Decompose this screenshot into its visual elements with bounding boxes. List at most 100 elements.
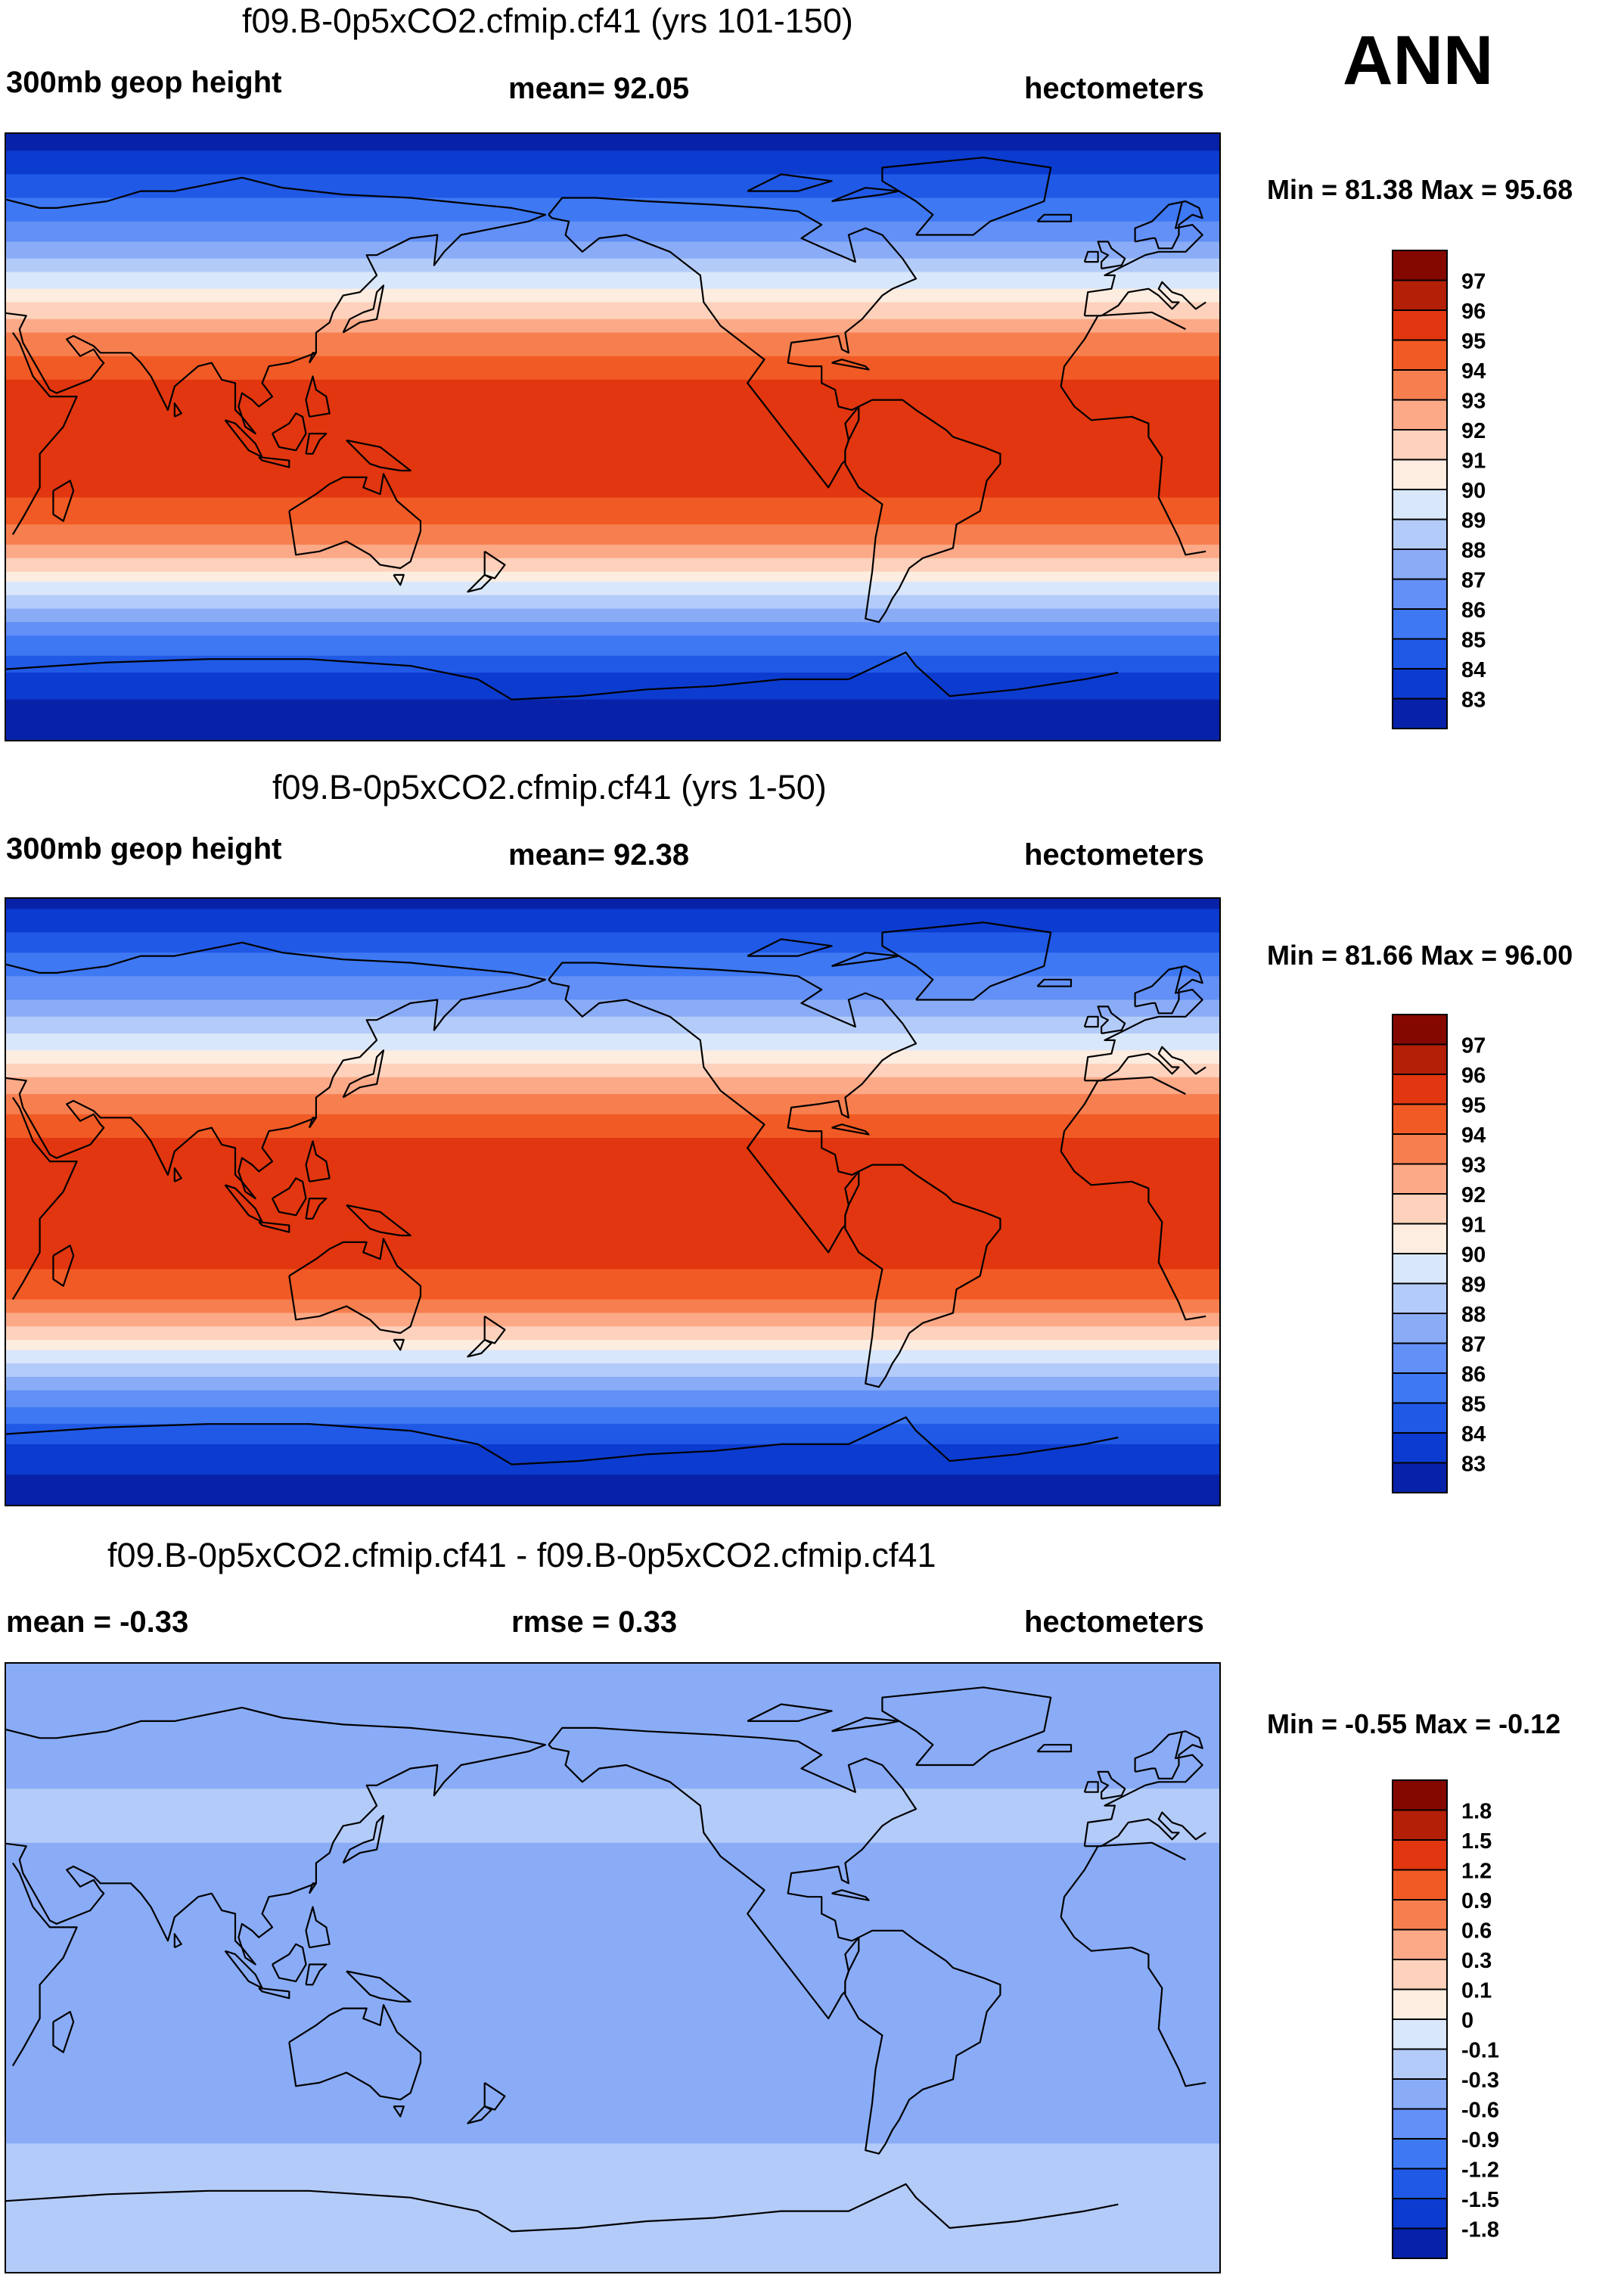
coastline-20-0 <box>548 197 918 489</box>
panel1-variable-label: 300mb geop height <box>6 66 282 99</box>
coastline-1-0 <box>52 2011 75 2053</box>
coastline-0-2 <box>1060 1151 1206 1321</box>
colorbar-label-7: 90 <box>1461 479 1486 503</box>
contour-band-14 <box>6 1269 1219 1301</box>
colorbar-box-2 <box>1392 1839 1448 1871</box>
contour-band-9 <box>6 302 1219 320</box>
coastline-9-0 <box>305 1140 331 1183</box>
coastline-14-0 <box>346 1204 411 1237</box>
coastline-26-1 <box>6 2183 1119 2233</box>
coastline-21-0 <box>881 1686 1052 1767</box>
map-svg-2 <box>6 899 1219 1505</box>
colorbar-box-14 <box>1392 668 1448 700</box>
colorbar-box-0 <box>1392 1014 1448 1046</box>
coastline-2-0 <box>1083 1731 1203 1847</box>
colorbar-label-14: 83 <box>1461 688 1486 713</box>
coastline-2-0 <box>1083 200 1203 316</box>
coastline-18-0 <box>483 550 506 580</box>
contour-band-14 <box>6 497 1219 525</box>
colorbar-box-6 <box>1392 1193 1448 1225</box>
contour-band-12 <box>6 1114 1219 1139</box>
colorbar-box-5 <box>1392 399 1448 430</box>
colorbar-box-15 <box>1392 2227 1448 2259</box>
colorbar-box-11 <box>1392 578 1448 610</box>
coastline-20-0 <box>548 962 918 1254</box>
colorbar-box-12 <box>1392 1372 1448 1404</box>
coastline-0-0 <box>1060 1841 1186 1918</box>
contour-band-5 <box>6 241 1219 259</box>
contour-band-11 <box>6 332 1219 357</box>
contour-band-0 <box>6 1664 1219 1789</box>
coastline-18-0 <box>483 2081 506 2111</box>
contour-band-15 <box>6 1299 1219 1313</box>
contour-band-18 <box>6 1339 1219 1350</box>
coastline-25-0 <box>844 399 1001 623</box>
colorbar-box-1 <box>1392 1809 1448 1841</box>
contour-band-21 <box>6 608 1219 623</box>
coastline-5-0 <box>1134 1730 1203 1779</box>
colorbar-label-1: 96 <box>1461 1064 1486 1088</box>
coastline-2-0 <box>1083 965 1203 1081</box>
contour-band-16 <box>6 544 1219 559</box>
colorbar-label-12: -1.2 <box>1461 2158 1499 2183</box>
contour-band-9 <box>6 1064 1219 1078</box>
contour-band-4 <box>6 221 1219 242</box>
coastline-1-0 <box>52 1245 75 1287</box>
coastline-2-2 <box>1084 1811 1206 1848</box>
coastline-8-0 <box>308 1882 317 1894</box>
colorbar-box-7 <box>1392 458 1448 490</box>
colorbar-box-5 <box>1392 1928 1448 1960</box>
colorbar-label-4: 93 <box>1461 390 1486 414</box>
colorbar-svg-1: 97 96 95 94 93 92 91 90 89 88 87 86 85 84 83 <box>1392 250 1486 729</box>
contour-band-23 <box>6 1406 1219 1425</box>
coastline-3-0 <box>1097 1770 1126 1800</box>
coastline-24-0 <box>831 1123 870 1136</box>
contour-band-5 <box>6 999 1219 1018</box>
coastline-22-0 <box>747 938 833 957</box>
colorbar-box-2 <box>1392 309 1448 341</box>
coastline-4-0 <box>1083 1015 1099 1028</box>
panel2-units-label: hectometers <box>1024 838 1204 872</box>
coastline-9-0 <box>305 1906 331 1949</box>
colorbar-label-11: 86 <box>1461 1363 1486 1387</box>
coastline-2-2 <box>1084 281 1206 317</box>
coastline-20-0 <box>548 1726 918 2020</box>
panel1-map <box>5 132 1221 741</box>
coastline-6-0 <box>1036 978 1073 987</box>
colorbar-label-8: -0.1 <box>1461 2039 1499 2063</box>
colorbar-box-10 <box>1392 549 1448 580</box>
coastline-4-0 <box>1083 250 1099 263</box>
contour-band-1 <box>6 1789 1219 1844</box>
coastline-0-2 <box>1060 1916 1206 2087</box>
colorbar-box-9 <box>1392 1282 1448 1314</box>
coastline-25-0 <box>844 1929 1001 2155</box>
colorbar-label-14: 83 <box>1461 1453 1486 1477</box>
contour-band-7 <box>6 1033 1219 1051</box>
colorbar-label-6: 91 <box>1461 1214 1486 1238</box>
colorbar-label-6: 91 <box>1461 449 1486 474</box>
coastline-1-0 <box>52 480 75 522</box>
colorbar-label-1: 1.5 <box>1461 1829 1492 1854</box>
colorbar-label-0: 97 <box>1461 270 1486 294</box>
colorbar-box-7 <box>1392 1988 1448 2020</box>
coastline-0-2 <box>1060 386 1206 556</box>
coastline-23-0 <box>831 1717 900 1733</box>
contour-band-0 <box>6 899 1219 909</box>
coastline-2-1 <box>6 1706 547 1966</box>
coastline-23-0 <box>831 187 900 203</box>
colorbar-label-4: 0.6 <box>1461 1919 1492 1944</box>
coastline-22-0 <box>747 1703 833 1723</box>
colorbar-box-4 <box>1392 369 1448 401</box>
contour-band-22 <box>6 622 1219 636</box>
panel1-units-label: hectometers <box>1024 72 1204 105</box>
coastline-4-0 <box>1083 1781 1099 1793</box>
colorbar-box-5 <box>1392 1163 1448 1195</box>
contour-band-17 <box>6 1326 1219 1341</box>
colorbar-label-11: 86 <box>1461 598 1486 623</box>
colorbar-label-10: 87 <box>1461 569 1486 593</box>
colorbar-box-11 <box>1392 2108 1448 2140</box>
colorbar-box-6 <box>1392 429 1448 461</box>
colorbar-label-13: -1.5 <box>1461 2188 1499 2212</box>
colorbar-label-7: 90 <box>1461 1243 1486 1267</box>
panel2-minmax: Min = 81.66 Max = 96.00 <box>1267 940 1573 971</box>
